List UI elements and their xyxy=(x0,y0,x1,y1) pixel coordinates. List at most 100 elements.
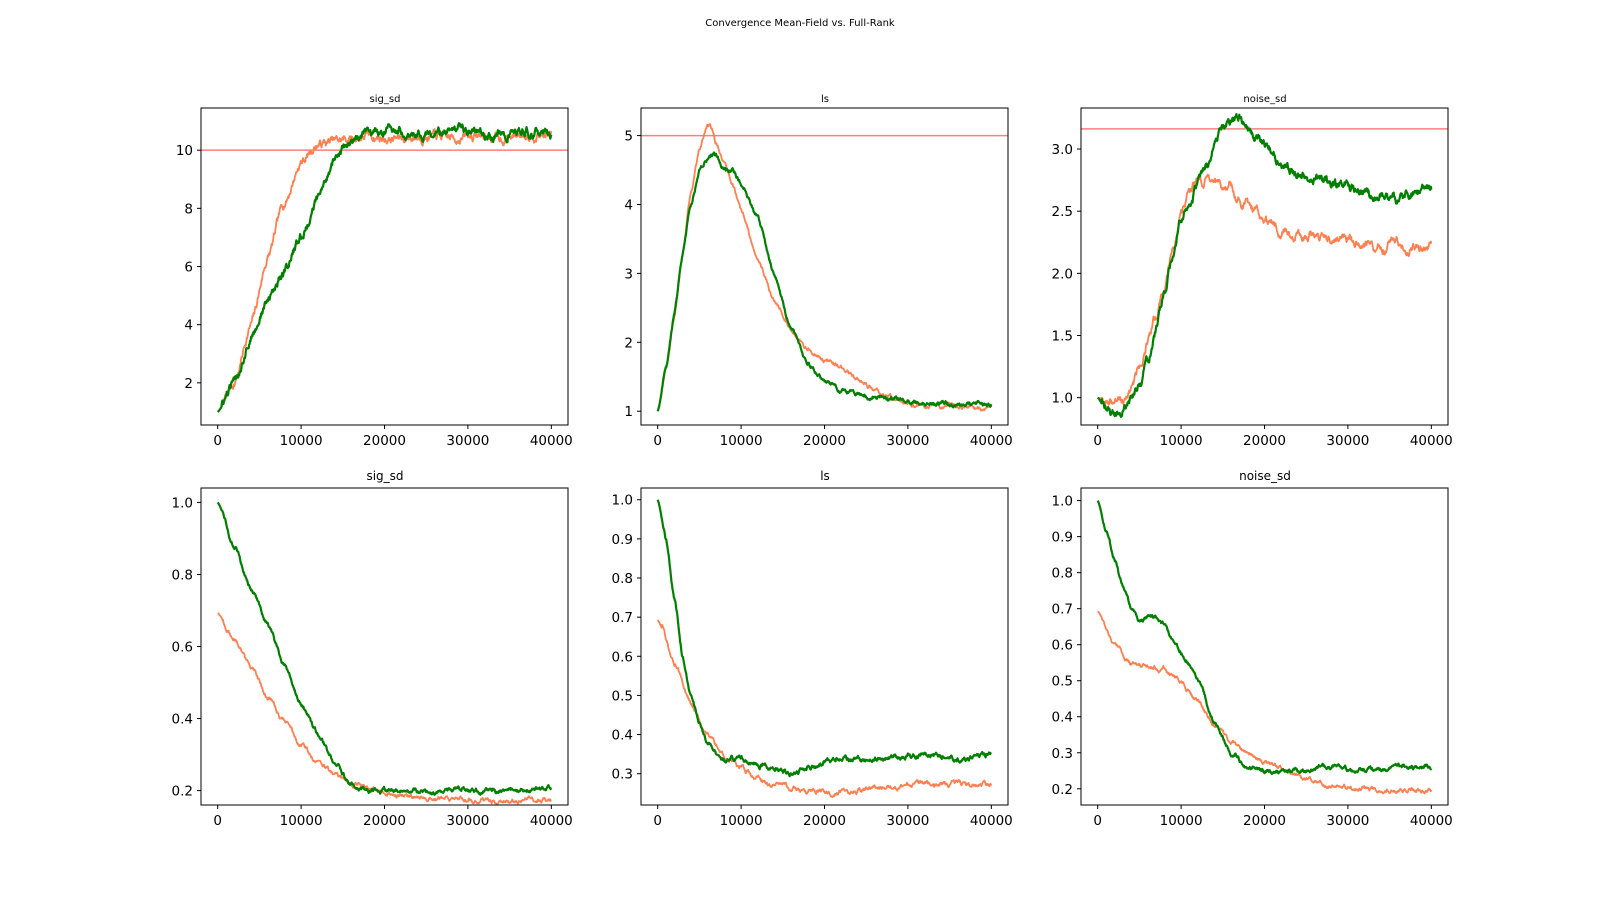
y-tick-label: 2.5 xyxy=(1052,204,1073,220)
y-tick-label: 10 xyxy=(176,143,193,159)
plot-area xyxy=(216,501,553,805)
x-tick-label: 30000 xyxy=(1326,813,1369,829)
plot-area xyxy=(656,499,993,799)
x-tick-label: 30000 xyxy=(1326,433,1369,449)
y-tick-label: 0.8 xyxy=(172,567,193,583)
y-tick-label: 0.7 xyxy=(612,610,633,626)
y-tick-label: 0.9 xyxy=(612,532,633,548)
figure-title: Convergence Mean-Field vs. Full-Rank xyxy=(705,18,895,29)
axes-frame xyxy=(640,107,1009,426)
y-tick-label: 0.6 xyxy=(1052,638,1073,654)
axes-frame xyxy=(200,487,569,806)
x-tick-label: 30000 xyxy=(886,433,929,449)
series-line xyxy=(216,501,553,796)
panel-title: noise_sd xyxy=(1239,469,1291,483)
x-tick-label: 0 xyxy=(653,813,662,829)
x-tick-label: 40000 xyxy=(1410,813,1453,829)
y-tick-label: 0.8 xyxy=(612,571,633,587)
y-tick-label: 2.0 xyxy=(1052,266,1073,282)
x-tick-label: 20000 xyxy=(803,433,846,449)
x-tick-label: 0 xyxy=(1093,433,1102,449)
y-tick-label: 0.5 xyxy=(612,688,633,704)
x-tick-label: 30000 xyxy=(886,813,929,829)
panel-sig-sd-top: sig_sd 0 10000 20000 30000 40000 2 4 6 8 10 xyxy=(176,94,573,449)
series-line xyxy=(217,128,553,413)
series-line xyxy=(1097,173,1433,407)
y-tick-label: 0.9 xyxy=(1052,530,1073,546)
y-tick-label: 1.0 xyxy=(1052,494,1073,510)
y-tick-label: 1.0 xyxy=(172,495,193,511)
plot-area xyxy=(641,123,1008,412)
x-tick-label: 40000 xyxy=(970,813,1013,829)
x-tick-label: 30000 xyxy=(446,813,489,829)
x-tick-label: 0 xyxy=(213,433,222,449)
series-line xyxy=(656,619,993,799)
y-tick-label: 3.0 xyxy=(1052,142,1073,158)
x-tick-label: 0 xyxy=(1093,813,1102,829)
panel-title: sig_sd xyxy=(370,94,401,105)
y-tick-label: 6 xyxy=(184,260,193,276)
x-tick-label: 20000 xyxy=(803,813,846,829)
y-tick-label: 0.7 xyxy=(1052,602,1073,618)
y-tick-label: 1.5 xyxy=(1052,328,1073,344)
x-tick-label: 20000 xyxy=(1243,433,1286,449)
y-tick-label: 1 xyxy=(624,404,633,420)
panel-title: ls xyxy=(821,94,829,105)
series-line xyxy=(216,122,553,413)
series-line xyxy=(217,612,552,805)
y-tick-label: 0.2 xyxy=(1052,782,1073,798)
x-tick-label: 10000 xyxy=(720,813,763,829)
plot-area xyxy=(1096,500,1433,795)
x-tick-label: 40000 xyxy=(530,433,573,449)
panel-noise-sd-bottom: noise_sd 0 10000 20000 30000 40000 0.2 0.3 0.4 0… xyxy=(1052,469,1453,829)
x-tick-label: 40000 xyxy=(1410,433,1453,449)
y-tick-label: 0.4 xyxy=(612,728,633,744)
y-tick-label: 0.4 xyxy=(172,712,193,728)
y-tick-label: 2 xyxy=(184,376,193,392)
plot-area xyxy=(1081,112,1448,418)
series-line xyxy=(1097,610,1433,795)
y-tick-label: 1.0 xyxy=(612,493,633,509)
x-tick-label: 30000 xyxy=(446,433,489,449)
plot-area xyxy=(201,122,568,413)
x-tick-label: 40000 xyxy=(530,813,573,829)
y-tick-label: 0.3 xyxy=(1052,746,1073,762)
y-tick-label: 0.3 xyxy=(612,767,633,783)
y-tick-label: 0.4 xyxy=(1052,710,1073,726)
series-line xyxy=(656,123,993,412)
y-tick-label: 1.0 xyxy=(1052,391,1073,407)
y-tick-label: 0.6 xyxy=(612,649,633,665)
y-tick-label: 0.5 xyxy=(1052,674,1073,690)
x-tick-label: 0 xyxy=(213,813,222,829)
panel-noise-sd-top: noise_sd 0 10000 20000 30000 40000 1.0 1.5 2.0 2… xyxy=(1052,94,1453,449)
panel-title: sig_sd xyxy=(366,469,403,483)
x-tick-label: 20000 xyxy=(363,813,406,829)
x-tick-label: 10000 xyxy=(720,433,763,449)
panel-ls-bottom: ls 0 10000 20000 30000 40000 0.3 0.4 0.5 0.6 0.7 0… xyxy=(612,469,1013,829)
x-tick-label: 20000 xyxy=(363,433,406,449)
panel-sig-sd-bottom: sig_sd 0 10000 20000 30000 40000 0.2 0.4 0.6 0.8… xyxy=(172,469,573,829)
x-tick-label: 0 xyxy=(653,433,662,449)
y-tick-label: 0.8 xyxy=(1052,566,1073,582)
axes-frame xyxy=(200,107,569,426)
x-tick-label: 20000 xyxy=(1243,813,1286,829)
y-tick-label: 4 xyxy=(624,197,633,213)
panel-title: ls xyxy=(820,469,830,483)
y-tick-label: 3 xyxy=(624,266,633,282)
axes-frame xyxy=(1080,107,1449,426)
x-tick-label: 10000 xyxy=(280,433,323,449)
x-tick-label: 10000 xyxy=(1160,433,1203,449)
x-tick-label: 10000 xyxy=(1160,813,1203,829)
series-line xyxy=(656,499,992,778)
y-tick-label: 0.2 xyxy=(172,784,193,800)
panel-title: noise_sd xyxy=(1243,94,1286,105)
y-tick-label: 2 xyxy=(624,335,633,351)
axes-frame xyxy=(1080,487,1449,806)
y-tick-label: 8 xyxy=(184,201,193,217)
series-line xyxy=(1096,500,1433,775)
series-line xyxy=(656,151,993,412)
y-tick-label: 0.6 xyxy=(172,640,193,656)
series-line xyxy=(1096,112,1433,418)
panel-ls-top: ls 0 10000 20000 30000 40000 1 2 3 4 5 xyxy=(624,94,1012,449)
